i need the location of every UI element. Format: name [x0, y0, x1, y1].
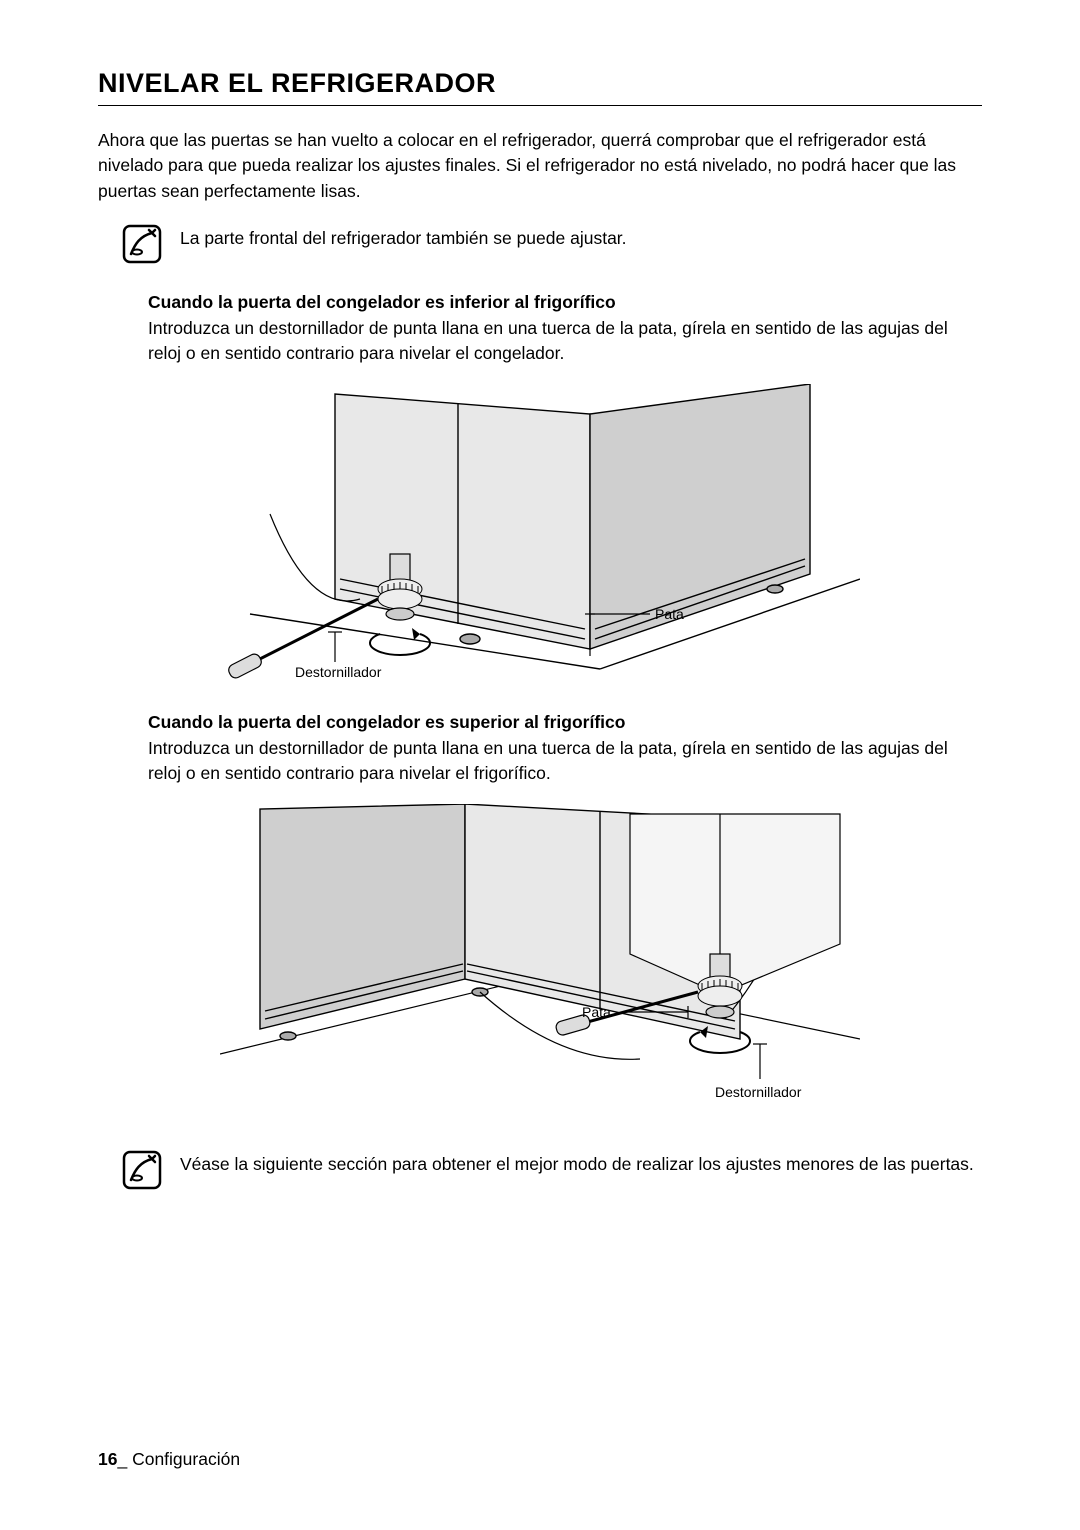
- section-1-title: Cuando la puerta del congelador es infer…: [148, 290, 982, 315]
- note-text-2: Véase la siguiente sección para obtener …: [180, 1150, 974, 1177]
- section-2-title: Cuando la puerta del congelador es super…: [148, 710, 982, 735]
- figure1-label-pata: Pata: [655, 606, 684, 622]
- note-text-1: La parte frontal del refrigerador tambié…: [180, 224, 627, 251]
- intro-paragraph: Ahora que las puertas se han vuelto a co…: [98, 128, 982, 204]
- note-icon: [122, 1150, 162, 1190]
- page-footer: 16_ Configuración: [98, 1449, 240, 1470]
- note-row-1: La parte frontal del refrigerador tambié…: [98, 224, 982, 264]
- note-row-2: Véase la siguiente sección para obtener …: [98, 1150, 982, 1190]
- figure2-label-pata: Pata: [582, 1004, 611, 1020]
- section-2-body: Introduzca un destornillador de punta ll…: [148, 736, 982, 787]
- section-1: Cuando la puerta del congelador es infer…: [148, 290, 982, 366]
- figure1-label-destornillador: Destornillador: [295, 664, 382, 680]
- page-heading: NIVELAR EL REFRIGERADOR: [98, 68, 982, 106]
- section-2: Cuando la puerta del congelador es super…: [148, 710, 982, 786]
- figure-1: Pata Destornillador: [98, 384, 982, 684]
- figure-2: Pata Destornillador: [98, 804, 982, 1124]
- page-number: 16: [98, 1449, 117, 1469]
- footer-section-name: Configuración: [132, 1449, 240, 1469]
- section-1-body: Introduzca un destornillador de punta ll…: [148, 316, 982, 367]
- footer-separator: _: [117, 1449, 132, 1469]
- figure2-label-destornillador: Destornillador: [715, 1084, 802, 1100]
- note-icon: [122, 224, 162, 264]
